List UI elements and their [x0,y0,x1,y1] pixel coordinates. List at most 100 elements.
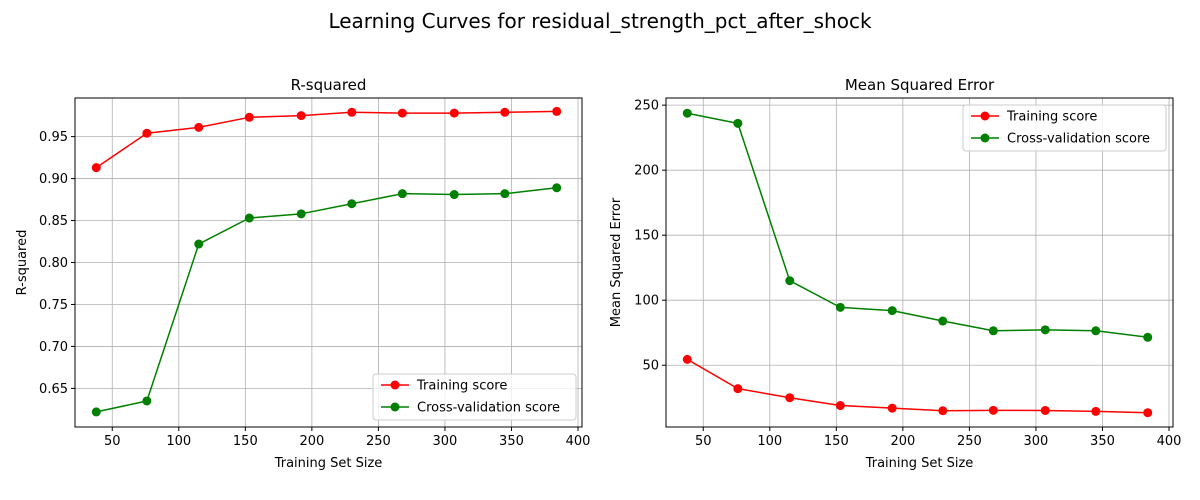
chart-title-r-squared: R-squared [291,76,367,94]
data-point-cross-validation-score [1091,326,1101,336]
legend-label-training-score: Training score [416,379,507,394]
data-point-training-score [552,106,562,116]
y-axis-label-mean-squared-error: Mean Squared Error [609,197,624,327]
legend-frame-mean-squared-error [962,104,1167,152]
grid-r-squared [75,98,582,427]
x-tick-label: 300 [433,434,458,449]
legend-mean-squared-error: Training score Cross-validation score [962,104,1167,152]
x-tick-label: 150 [233,434,258,449]
data-point-cross-validation-score [500,189,510,199]
data-point-training-score [1040,405,1050,415]
y-tick-label: 0.80 [39,256,68,271]
data-point-training-score [733,384,743,394]
grid-mean-squared-error [666,98,1173,427]
data-point-cross-validation-score [347,199,357,209]
data-point-cross-validation-score [449,190,459,200]
legend-label-cross-validation-score: Cross-validation score [1007,132,1150,147]
x-tick-label: 100 [757,434,782,449]
y-tick-label: 100 [634,294,659,309]
legend-marker-cross-validation-score [980,133,990,143]
data-point-training-score [500,107,510,117]
legend-label-cross-validation-score: Cross-validation score [417,401,560,416]
data-point-cross-validation-score [552,183,562,193]
data-point-training-score [296,111,306,121]
data-point-cross-validation-score [785,276,795,286]
y-axis-label-r-squared: R-squared [15,230,30,296]
data-point-training-score [682,354,692,364]
plot-frame-r-squared [74,97,583,428]
x-axis-label-r-squared: Training Set Size [274,456,383,471]
x-tick-label: 150 [824,434,849,449]
data-point-training-score [938,406,948,416]
y-tick-label: 0.70 [39,340,68,355]
legend-frame-r-squared [372,373,577,421]
y-tick-label: 250 [634,99,659,114]
data-point-training-score [887,403,897,413]
legend-marker-training-score [390,380,400,390]
data-point-training-score [449,108,459,118]
data-point-training-score [1091,406,1101,416]
x-tick-label: 250 [957,434,982,449]
x-tick-label: 400 [1157,434,1182,449]
data-point-training-score [785,393,795,403]
x-tick-label: 300 [1024,434,1049,449]
y-tick-label: 0.90 [39,172,68,187]
series-lines-mean-squared-error [686,112,1148,414]
y-tick-label: 200 [634,164,659,179]
x-tick-label: 400 [566,434,591,449]
data-point-cross-validation-score [194,239,204,249]
figure-title: Learning Curves for residual_strength_pc… [328,9,871,33]
data-point-cross-validation-score [887,306,897,316]
data-point-cross-validation-score [1040,325,1050,335]
legend-marker-cross-validation-score [390,402,400,412]
data-point-training-score [91,163,101,173]
series-line-cross-validation-score [96,187,557,413]
y-tick-label: 50 [642,359,659,374]
legend-label-training-score: Training score [1006,110,1097,125]
x-tick-label: 200 [890,434,915,449]
series-line-training-score [95,110,557,169]
plot-frame-mean-squared-error [665,97,1174,428]
y-tick-label: 0.65 [39,382,68,397]
data-point-cross-validation-score [296,209,306,219]
data-point-training-score [397,108,407,118]
x-tick-label: 250 [366,434,391,449]
data-point-cross-validation-score [244,213,254,223]
data-point-training-score [988,405,998,415]
data-point-training-score [347,107,357,117]
data-point-cross-validation-score [835,302,845,312]
legend-r-squared: Training score Cross-validation score [372,373,577,421]
data-point-training-score [835,401,845,411]
data-point-training-score [244,112,254,122]
y-tick-label: 0.95 [39,130,68,145]
chart-title-mean-squared-error: Mean Squared Error [845,76,995,94]
x-tick-label: 350 [1090,434,1115,449]
series-lines-r-squared [95,110,557,413]
data-point-training-score [142,128,152,138]
series-line-training-score [686,358,1148,414]
chart-mean-squared-error: Mean Squared Error 50 100 150 200 250 300 350 4… [609,76,1181,471]
data-point-training-score [194,122,204,132]
series-points-r-squared [91,106,562,417]
data-point-cross-validation-score [988,326,998,336]
y-tick-label: 0.85 [39,214,68,229]
x-tick-label: 350 [499,434,524,449]
x-tick-label: 200 [299,434,324,449]
ticks-mean-squared-error: 50 100 150 200 250 300 350 400 50 100 150 200 250 [634,99,1181,449]
series-points-mean-squared-error [682,108,1153,418]
legend-marker-training-score [980,111,990,121]
y-tick-label: 150 [634,229,659,244]
data-point-cross-validation-score [142,396,152,406]
data-point-training-score [1143,408,1153,418]
data-point-cross-validation-score [91,407,101,417]
x-tick-label: 50 [695,434,712,449]
x-axis-label-mean-squared-error: Training Set Size [865,456,974,471]
data-point-cross-validation-score [733,118,743,128]
data-point-cross-validation-score [682,108,692,118]
chart-r-squared: R-squared 50 100 150 200 250 300 350 400 0.65 0.7… [15,76,590,471]
data-point-cross-validation-score [397,189,407,199]
x-tick-label: 100 [166,434,191,449]
x-tick-label: 50 [104,434,121,449]
y-tick-label: 0.75 [39,298,68,313]
